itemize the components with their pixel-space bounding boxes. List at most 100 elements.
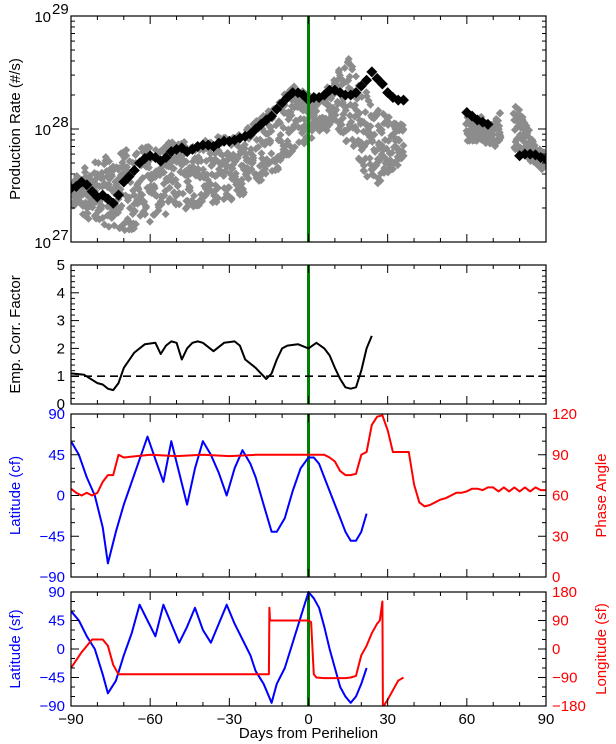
gray-data-point [161,210,170,219]
y-tick-label: 90 [48,406,65,423]
gray-data-point [227,195,236,204]
gray-data-point [138,190,147,199]
gray-data-point [347,117,356,126]
black-data-point [398,94,409,106]
y-tick-label: 3 [57,313,65,330]
gray-data-point [361,108,370,117]
gray-data-point [108,172,117,181]
gray-data-point [393,161,402,170]
lat-sf-ylabel-right: Longitude (sf) [593,603,610,695]
gray-data-point [214,183,223,192]
gray-data-point [355,109,364,118]
gray-data-point [130,206,139,215]
gray-data-point [384,120,393,129]
gray-data-point [196,197,205,206]
x-tick-label: 30 [379,711,396,728]
y-tick-label: −45 [40,670,65,687]
gray-data-point [84,214,93,223]
y-tick-label: 2 [57,340,65,357]
gray-data-point [357,92,366,101]
y-tick-label: 10 [34,9,51,26]
gray-data-point [184,177,193,186]
y2-tick-label: 180 [552,584,577,601]
gray-data-point [345,59,354,68]
gray-data-point [175,200,184,209]
gray-data-point [365,154,374,163]
gray-data-point [274,165,283,174]
gray-data-point [81,168,90,177]
gray-data-point [323,99,332,108]
gray-data-point [122,151,131,160]
gray-data-point [150,181,159,190]
gray-data-point [130,190,139,199]
gray-data-point [248,151,257,160]
gray-data-point [515,105,524,114]
gray-data-point [142,203,151,212]
gray-data-point [169,164,178,173]
y2-tick-label: −180 [552,698,586,715]
gray-data-point [344,54,353,63]
y2-tick-label: 120 [552,406,577,423]
gray-data-point [237,175,246,184]
gray-data-point [276,118,285,127]
gray-data-point [395,136,404,145]
gray-data-point [495,121,504,130]
gray-data-point [197,156,206,165]
gray-data-point [351,72,360,81]
gray-data-point [105,157,114,166]
gray-data-point [257,149,266,158]
gray-data-point [331,106,340,115]
gray-data-point [362,88,371,97]
gray-data-point [117,201,126,210]
gray-data-point [337,120,346,129]
y-tick-label-exponent: 29 [52,1,69,18]
gray-data-point [88,203,97,212]
lat-cf-series [71,414,546,565]
red-line [71,600,384,707]
y-tick-label: 45 [48,613,65,630]
gray-data-point [276,130,285,139]
red-line [382,676,405,707]
gray-data-point [351,123,360,132]
gray-data-point [267,149,276,158]
gray-data-point [384,113,393,122]
blue-line [71,435,368,565]
gray-data-point [154,206,163,215]
production-ylabel: Production Rate (#/s) [7,58,24,200]
y-tick-label: −45 [40,528,65,545]
gray-data-point [203,170,212,179]
black-data-point [350,87,362,99]
x-tick-label: 60 [458,711,475,728]
y2-tick-label: −90 [552,670,577,687]
y-tick-label: 10 [34,122,51,139]
y-tick-label: 90 [48,584,65,601]
lat-cf-ylabel-left: Latitude (cf) [7,456,24,535]
gray-data-point [377,125,386,134]
gray-data-point [353,126,362,135]
x-axis-title: Days from Perihelion [239,725,378,742]
black-data-point [366,66,378,78]
black-data-point [376,78,388,90]
gray-data-point [257,176,266,185]
gray-data-point [399,151,408,160]
gray-data-point [159,168,168,177]
gray-data-point [539,162,546,171]
gray-data-point [123,167,132,176]
gray-data-point [71,201,79,210]
x-tick-label: −90 [58,711,83,728]
y-tick-label: 0 [57,641,65,658]
y2-tick-label: 90 [552,613,569,630]
y2-tick-label: 0 [552,569,560,586]
y-tick-label: 5 [57,257,65,274]
lat-cf-ylabel-right: Phase Angle [593,453,610,537]
y2-tick-label: 90 [552,447,569,464]
gray-data-point [145,143,154,152]
gray-data-point [374,106,383,115]
gray-point-cloud [71,54,546,235]
black-data-point [361,74,373,86]
y-tick-label: −90 [40,698,65,715]
black-data-point [71,180,82,192]
y2-tick-label: 30 [552,528,569,545]
gray-data-point [359,166,368,175]
